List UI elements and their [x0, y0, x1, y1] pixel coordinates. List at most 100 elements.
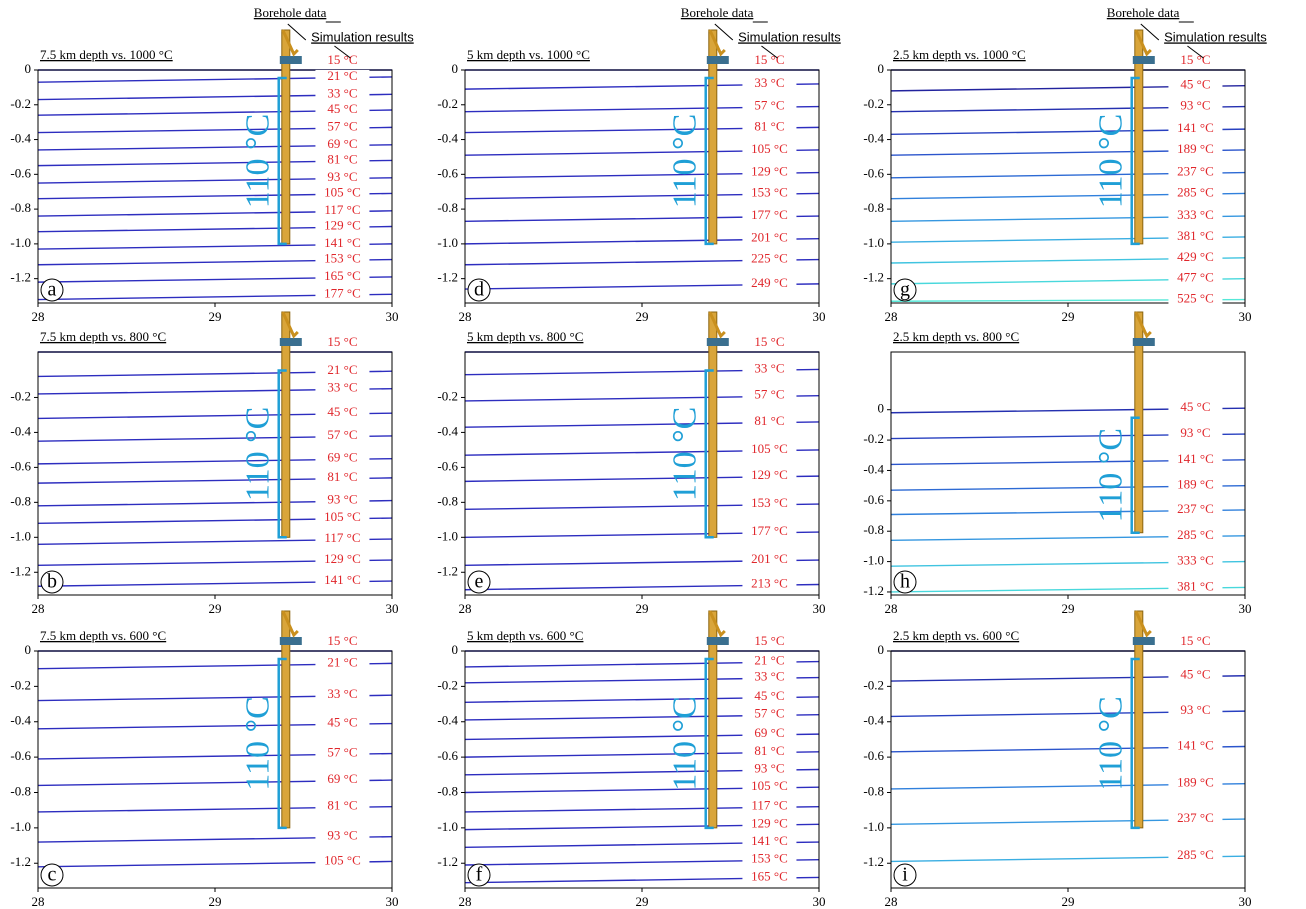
isotherm-label: 21 °C — [327, 654, 357, 669]
isotherm-label: 45 °C — [1180, 77, 1210, 92]
x-tick-label: 28 — [885, 309, 898, 324]
y-tick-label: -1.0 — [437, 819, 458, 834]
x-tick-label: 29 — [1062, 601, 1075, 616]
y-tick-label: -0.2 — [10, 96, 31, 111]
isotherm-label: 15 °C — [754, 334, 784, 349]
x-tick-label: 28 — [32, 601, 45, 616]
y-tick-label: -1.0 — [437, 235, 458, 250]
isotherm-label: 45 °C — [327, 404, 357, 419]
y-tick-label: -0.2 — [10, 677, 31, 692]
isotherm-label: 189 °C — [1177, 477, 1214, 492]
y-tick-label: -0.6 — [863, 748, 884, 763]
isotherm-label: 69 °C — [754, 725, 784, 740]
x-tick-label: 29 — [209, 894, 222, 909]
y-tick-label: -0.2 — [863, 677, 884, 692]
panel-title: 7.5 km depth vs. 1000 °C — [40, 47, 173, 62]
x-tick-label: 28 — [459, 894, 472, 909]
rig-base — [1133, 56, 1155, 64]
x-tick-label: 30 — [1239, 894, 1252, 909]
isotherm-label: 105 °C — [324, 509, 361, 524]
panel-letter: c — [48, 864, 57, 886]
isotherm-label: 129 °C — [751, 467, 788, 482]
y-tick-label: -1.2 — [10, 270, 31, 285]
bracket-label: 110 °C — [240, 696, 277, 791]
y-tick-label: -0.4 — [437, 423, 458, 438]
x-tick-label: 28 — [885, 601, 898, 616]
panel-letter: h — [900, 571, 910, 593]
borehole-annotation: Borehole data — [681, 5, 754, 20]
isotherm-label: 285 °C — [1177, 184, 1214, 199]
isotherm-label: 117 °C — [751, 798, 787, 813]
isotherm-label: 381 °C — [1177, 578, 1214, 593]
y-tick-label: -0.2 — [437, 96, 458, 111]
x-tick-label: 30 — [813, 894, 826, 909]
isotherm-label: 429 °C — [1177, 249, 1214, 264]
x-tick-label: 28 — [885, 894, 898, 909]
isotherm-label: 177 °C — [324, 285, 361, 300]
y-tick-label: -0.2 — [863, 96, 884, 111]
y-tick-label: -1.2 — [437, 270, 458, 285]
isotherm-label: 21 °C — [327, 362, 357, 377]
isotherm-label: 165 °C — [751, 868, 788, 883]
y-tick-label: -0.4 — [10, 423, 31, 438]
isotherm-label: 33 °C — [754, 75, 784, 90]
isotherm-label: 93 °C — [754, 760, 784, 775]
isotherm-label: 177 °C — [751, 207, 788, 222]
isotherm-label: 69 °C — [327, 450, 357, 465]
isotherm-label: 285 °C — [1177, 527, 1214, 542]
isotherm-label: 33 °C — [327, 686, 357, 701]
rig-base — [707, 56, 729, 64]
isotherm-label: 105 °C — [751, 141, 788, 156]
panel-letter: f — [476, 864, 483, 886]
y-tick-label: -0.8 — [863, 200, 884, 215]
x-tick-label: 30 — [386, 894, 399, 909]
x-tick-label: 28 — [459, 309, 472, 324]
isotherm-label: 15 °C — [327, 633, 357, 648]
x-tick-label: 28 — [32, 894, 45, 909]
x-tick-label: 29 — [636, 309, 649, 324]
y-tick-label: -0.8 — [437, 200, 458, 215]
y-tick-label: 0 — [878, 642, 885, 657]
y-tick-label: 0 — [452, 61, 459, 76]
simulation-annotation: Simulation results — [1164, 29, 1267, 44]
rig-base — [280, 637, 302, 645]
x-tick-label: 29 — [209, 601, 222, 616]
y-tick-label: -0.6 — [437, 748, 458, 763]
y-tick-label: -0.2 — [437, 388, 458, 403]
y-tick-label: -1.0 — [863, 553, 884, 568]
panel-letter: i — [902, 864, 908, 886]
isotherm-label: 201 °C — [751, 230, 788, 245]
isotherm-label: 57 °C — [754, 387, 784, 402]
isotherm-label: 105 °C — [324, 852, 361, 867]
bracket-label: 110 °C — [1093, 428, 1130, 523]
leader — [288, 24, 306, 40]
panel: 0-0.2-0.4-0.6-0.8-1.0-1.22829305 km dept… — [437, 611, 825, 909]
isotherm-label: 57 °C — [754, 706, 784, 721]
y-tick-label: -0.8 — [437, 783, 458, 798]
panel-title: 2.5 km depth vs. 1000 °C — [893, 47, 1026, 62]
figure: 0 -0.2 -0.4 -0.6 -0.8 -1.0 -1.2 28 29 30 7.5 km de… — [0, 0, 1306, 909]
isotherm-label: 177 °C — [751, 523, 788, 538]
isotherm-label: 141 °C — [751, 833, 788, 848]
isotherm-label: 165 °C — [324, 268, 361, 283]
isotherm-label: 81 °C — [754, 118, 784, 133]
y-tick-label: -1.2 — [10, 854, 31, 869]
panel: 0-0.2-0.4-0.6-0.8-1.0-1.22829305 km dept… — [437, 5, 841, 324]
rig-base — [707, 338, 729, 346]
isotherm-label: 189 °C — [1177, 775, 1214, 790]
y-tick-label: -1.2 — [863, 854, 884, 869]
simulation-annotation: Simulation results — [311, 29, 414, 44]
isotherm-label: 105 °C — [751, 778, 788, 793]
isotherm-label: 117 °C — [324, 202, 360, 217]
y-tick-label: -0.6 — [863, 165, 884, 180]
panel-letter: a — [48, 279, 57, 301]
y-tick-label: -0.6 — [437, 458, 458, 473]
x-tick-label: 30 — [1239, 309, 1252, 324]
isotherm-label: 93 °C — [1180, 97, 1210, 112]
y-tick-label: -0.6 — [10, 458, 31, 473]
panel-letter: b — [47, 571, 57, 593]
isotherm-label: 237 °C — [1177, 501, 1214, 516]
isotherm-label: 15 °C — [327, 52, 357, 67]
isotherm-label: 249 °C — [751, 275, 788, 290]
isotherm-label: 285 °C — [1177, 847, 1214, 862]
